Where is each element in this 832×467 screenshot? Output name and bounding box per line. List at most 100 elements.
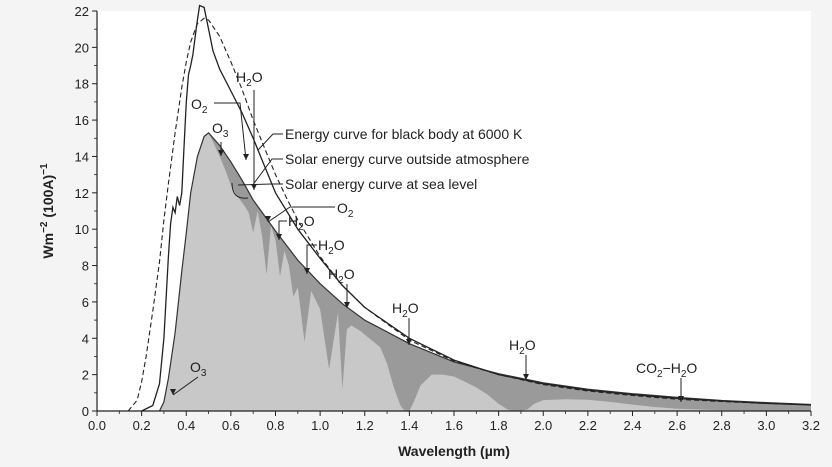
- annotation-arrowhead: [243, 154, 249, 160]
- annotation-text: CO2−H2O: [636, 360, 697, 380]
- x-axis-title: Wavelength (µm): [398, 443, 510, 459]
- annotation-text: H2O: [392, 300, 419, 320]
- annotation-text-post2: O: [686, 360, 697, 376]
- annotation-label: H2O: [304, 237, 345, 274]
- annotation-text: H2O: [328, 266, 355, 286]
- y-tick-label: 10: [75, 222, 89, 237]
- annotation-text-sub: 3: [201, 368, 207, 379]
- annotation-text: O2: [337, 200, 354, 220]
- annotation-arrowhead: [276, 234, 282, 240]
- annotation-leader: [214, 102, 247, 161]
- annotation-text-sub: 2: [328, 246, 334, 257]
- annotation-leader: [267, 206, 335, 223]
- legend-sea-level: Solar energy curve at sea level: [285, 176, 477, 192]
- y-tick-label: 16: [75, 113, 89, 128]
- annotation-arrowhead: [251, 184, 257, 190]
- o3-hook-line: [231, 182, 249, 199]
- y-tick-label: 6: [82, 295, 89, 310]
- x-tick-label: 0.2: [133, 418, 151, 433]
- y-tick-label: 4: [82, 331, 89, 346]
- annotation-text-sub: 2: [348, 209, 354, 220]
- x-tick-label: 3.0: [757, 418, 775, 433]
- annotation-text: O3: [212, 120, 229, 140]
- annotation-text-main: H: [236, 69, 246, 85]
- annotation-text-sub: 3: [223, 129, 229, 140]
- x-tick-label: 1.6: [445, 418, 463, 433]
- sea-level-envelope-line: [158, 131, 812, 412]
- annotation-text: H2O: [236, 69, 263, 89]
- annotation-arrowhead: [678, 396, 684, 402]
- legend-blackbody: Energy curve for black body at 6000 K: [285, 126, 523, 142]
- x-tick-label: 2.8: [713, 418, 731, 433]
- annotation-text-main: H: [288, 213, 298, 229]
- annotation-arrowhead: [406, 339, 412, 345]
- y-tick-label: 18: [75, 77, 89, 92]
- y-axis-title-text: Wm: [40, 233, 56, 259]
- x-tick-label: 2.2: [579, 418, 597, 433]
- y-axis-title-mid: (100A): [40, 175, 56, 222]
- line-layer: [127, 4, 812, 412]
- annotation-text-post: −H: [663, 360, 681, 376]
- x-tick-label: 2.6: [668, 418, 686, 433]
- annotation-text-post: O: [304, 213, 315, 229]
- annotation-text-post: O: [334, 237, 345, 253]
- annotation-arrowhead: [170, 389, 176, 395]
- axes: [92, 10, 812, 416]
- annotation-text: H2O: [509, 337, 536, 357]
- x-tick-label: 1.4: [400, 418, 418, 433]
- annotation-leader: [306, 244, 317, 274]
- y-tick-label: 12: [75, 186, 89, 201]
- annotation-label: O3: [170, 359, 207, 396]
- x-tick-label: 0.8: [266, 418, 284, 433]
- y-axis-title: Wm−2 (100A)−1: [39, 163, 56, 259]
- annotation-arrowhead: [304, 268, 310, 274]
- legend-outside-atmosphere: Solar energy curve outside atmosphere: [285, 151, 530, 167]
- x-axis-title-unit: (µm): [480, 443, 510, 459]
- annotation-label: H2O: [328, 266, 355, 308]
- sea-level-area: [159, 132, 812, 412]
- annotation-text-sub: 2: [246, 78, 252, 89]
- x-tick-label: 1.2: [356, 418, 374, 433]
- annotation-label: O3: [212, 120, 229, 156]
- annotation-text-sub: 2: [298, 222, 304, 233]
- x-axis-title-text: Wavelength: [398, 443, 476, 459]
- y-tick-label: 2: [82, 368, 89, 383]
- annotation-label: H2O: [236, 69, 263, 190]
- annotation-text: H2O: [288, 213, 315, 233]
- annotation-text-sub2: 2: [681, 369, 687, 380]
- annotation-label: H2O: [276, 213, 315, 240]
- annotation-text-sub: 2: [402, 309, 408, 320]
- annotation-text-post: O: [252, 69, 263, 85]
- x-tick-label: 0.4: [177, 418, 195, 433]
- annotation-arrowhead: [344, 302, 350, 308]
- annotation-text-main: H: [509, 337, 519, 353]
- annotation-text: O3: [190, 359, 207, 379]
- legend: Energy curve for black body at 6000 K So…: [285, 126, 530, 192]
- y-tick-label: 0: [82, 404, 89, 419]
- annotation-text-main: O: [212, 120, 223, 136]
- x-tick-label: 2.0: [534, 418, 552, 433]
- annotation-text-main: H: [392, 300, 402, 316]
- annotation-text: H2O: [318, 237, 345, 257]
- annotation-text-main: O: [337, 200, 348, 216]
- legend-leader-lines: [237, 133, 283, 187]
- y-tick-label: 8: [82, 259, 89, 274]
- annotation-label: O2: [191, 96, 249, 161]
- x-tick-label: 3.2: [802, 418, 820, 433]
- annotation-arrowhead: [218, 150, 224, 156]
- annotation-text-main: H: [328, 266, 338, 282]
- annotation-arrowhead: [265, 216, 271, 222]
- annotation-label: H2O: [509, 337, 536, 380]
- y-tick-label: 22: [75, 4, 89, 19]
- tick-labels: 0.0 0.2 0.4 0.6 0.8 1.0 1.2 1.4 1.6 1.8 2.0 2.2 2.4 2…: [75, 4, 821, 433]
- annotation-arrowhead: [523, 374, 529, 380]
- annotation-text-main: H: [318, 237, 328, 253]
- y-axis-title-sup: −2: [39, 221, 50, 233]
- annotation-text-sub: 2: [519, 346, 525, 357]
- fill-layer: [159, 132, 812, 412]
- x-tick-label: 2.4: [623, 418, 641, 433]
- annotation-text-post: O: [408, 300, 419, 316]
- annotation-leader: [172, 376, 199, 396]
